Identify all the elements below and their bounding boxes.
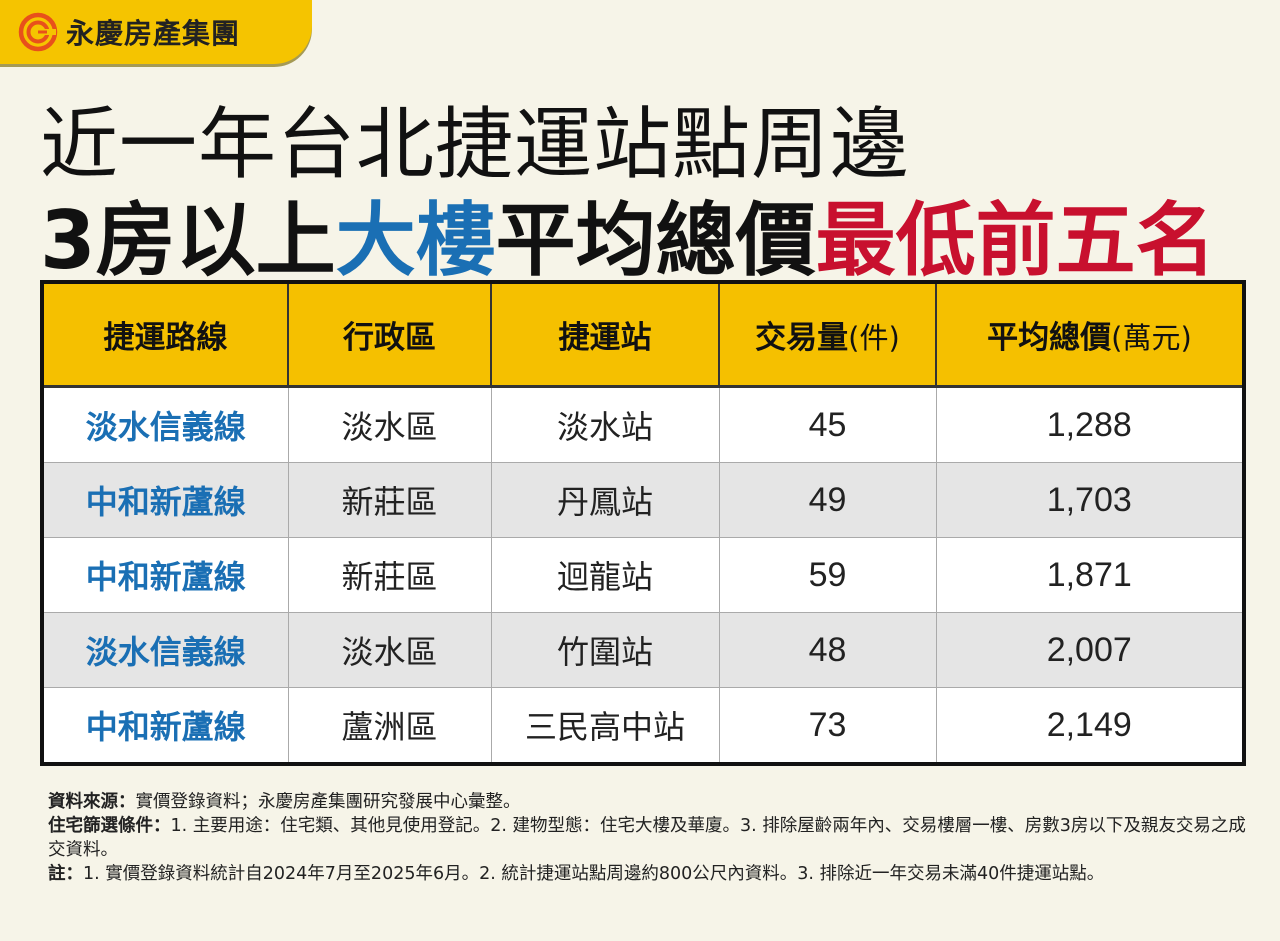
cell-volume: 49	[718, 462, 936, 538]
cell-avg-price: 1,871	[935, 537, 1242, 613]
cell-volume: 59	[718, 537, 936, 613]
note-criteria: 住宅篩選條件：1. 主要用途：住宅類、其他見使用登記。2. 建物型態：住宅大樓及…	[48, 814, 1248, 862]
cell-station: 淡水站	[490, 386, 719, 463]
title-segment-lowest-five: 最低前五名	[815, 194, 1216, 287]
cell-station: 丹鳳站	[490, 462, 719, 538]
column-header-station: 捷運站	[490, 284, 719, 388]
title-segment-rooms: 3房以上	[40, 194, 336, 287]
note-criteria-label: 住宅篩選條件：	[48, 816, 171, 836]
cell-district: 淡水區	[287, 612, 491, 688]
title-segment-avg-price: 平均總價	[495, 194, 816, 287]
cell-district: 蘆洲區	[287, 687, 491, 762]
table-row: 中和新蘆線 新莊區 丹鳳站 49 1,703	[44, 462, 1242, 538]
cell-avg-price: 1,703	[935, 462, 1242, 538]
table-row: 淡水信義線 淡水區 竹圍站 48 2,007	[44, 612, 1242, 688]
title-segment-building: 大樓	[335, 194, 496, 287]
cell-volume: 48	[718, 612, 936, 688]
cell-line: 中和新蘆線	[44, 687, 288, 762]
cell-avg-price: 2,007	[935, 612, 1242, 688]
cell-line: 中和新蘆線	[44, 462, 288, 538]
page-title-line1: 近一年台北捷運站點周邊	[40, 100, 910, 190]
cell-line: 中和新蘆線	[44, 537, 288, 613]
cell-station: 三民高中站	[490, 687, 719, 762]
note-source-text: 實價登錄資料；永慶房產集團研究發展中心彙整。	[135, 792, 521, 812]
cell-line: 淡水信義線	[44, 386, 288, 463]
note-remarks: 註：1. 實價登錄資料統計自2024年7月至2025年6月。2. 統計捷運站點周…	[48, 862, 1248, 886]
column-header-volume: 交易量(件)	[718, 284, 936, 388]
table-row: 中和新蘆線 新莊區 迴龍站 59 1,871	[44, 537, 1242, 613]
column-header-avg-price: 平均總價(萬元)	[935, 284, 1242, 388]
target-circle-icon	[18, 12, 58, 52]
cell-volume: 73	[718, 687, 936, 762]
page-title-line2: 3房以上大樓平均總價最低前五名	[40, 176, 1216, 292]
column-header-line: 捷運路線	[44, 284, 288, 388]
brand-header: 永慶房產集團	[0, 0, 312, 64]
cell-district: 淡水區	[287, 386, 491, 463]
cell-avg-price: 1,288	[935, 386, 1242, 463]
column-unit-volume: (件)	[848, 321, 900, 355]
brand-name: 永慶房產集團	[66, 17, 241, 50]
note-remarks-label: 註：	[48, 864, 83, 884]
cell-avg-price: 2,149	[935, 687, 1242, 762]
table-row: 中和新蘆線 蘆洲區 三民高中站 73 2,149	[44, 687, 1242, 762]
note-remarks-text: 1. 實價登錄資料統計自2024年7月至2025年6月。2. 統計捷運站點周邊約…	[83, 864, 1105, 884]
column-unit-price: (萬元)	[1111, 321, 1192, 355]
footnotes: 資料來源：實價登錄資料；永慶房產集團研究發展中心彙整。 住宅篩選條件：1. 主要…	[48, 790, 1248, 886]
cell-district: 新莊區	[287, 462, 491, 538]
note-source: 資料來源：實價登錄資料；永慶房產集團研究發展中心彙整。	[48, 790, 1248, 814]
cell-line: 淡水信義線	[44, 612, 288, 688]
note-source-label: 資料來源：	[48, 792, 136, 812]
cell-volume: 45	[718, 386, 936, 463]
cell-station: 竹圍站	[490, 612, 719, 688]
ranking-table: 捷運路線 行政區 捷運站 交易量(件) 平均總價(萬元) 淡水信義線 淡水區 淡…	[40, 280, 1246, 766]
column-header-district: 行政區	[287, 284, 491, 388]
cell-district: 新莊區	[287, 537, 491, 613]
cell-station: 迴龍站	[490, 537, 719, 613]
note-criteria-text: 1. 主要用途：住宅類、其他見使用登記。2. 建物型態：住宅大樓及華廈。3. 排…	[48, 816, 1246, 860]
table-header-row: 捷運路線 行政區 捷運站 交易量(件) 平均總價(萬元)	[44, 284, 1242, 388]
table-row: 淡水信義線 淡水區 淡水站 45 1,288	[44, 386, 1242, 463]
